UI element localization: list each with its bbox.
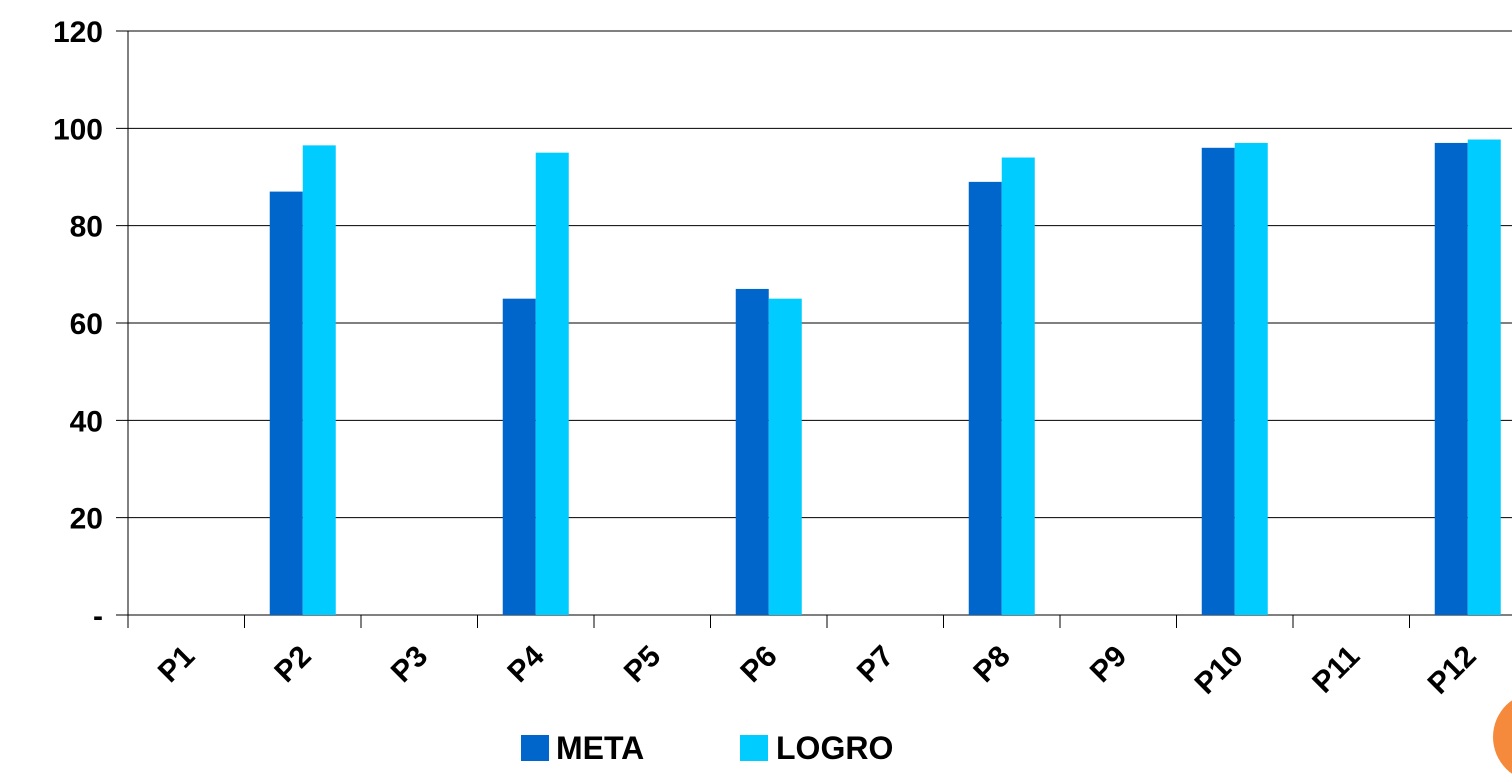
x-tick-label: P1	[152, 640, 201, 689]
bar-meta-p10	[1201, 147, 1235, 616]
bar-logro-p4	[535, 152, 569, 615]
x-tick-label: P5	[618, 640, 667, 689]
bar-meta-p2	[269, 191, 303, 615]
x-tick-label: P7	[851, 640, 900, 689]
x-tick-label: P10	[1189, 640, 1250, 701]
y-tick-label: 100	[53, 113, 103, 146]
legend-label-logro: LOGRO	[776, 730, 893, 763]
bar-meta-p12	[1434, 142, 1468, 615]
legend: META LOGRO	[521, 730, 893, 763]
x-tick-label: P4	[501, 639, 551, 689]
bar-logro-p10	[1234, 142, 1268, 615]
x-tick-label: P12	[1422, 640, 1483, 701]
y-axis-tick-labels: - 20 40 60 80 100 120	[53, 16, 103, 633]
legend-swatch-logro	[740, 735, 768, 761]
bar-logro-p6	[768, 298, 802, 615]
y-tick-label: 20	[70, 503, 103, 536]
bar-meta-p6	[735, 288, 769, 615]
y-tick-label: 120	[53, 16, 103, 49]
x-tick-label: P9	[1084, 640, 1133, 689]
legend-swatch-meta	[521, 735, 549, 761]
x-tick-label: P3	[385, 640, 434, 689]
x-tick-label: P11	[1306, 640, 1366, 700]
bar-logro-p12	[1467, 139, 1501, 615]
bar-meta-p8	[968, 181, 1002, 615]
x-tick-label: P8	[967, 640, 1016, 689]
gridlines	[116, 30, 1512, 616]
bar-logro-p8	[1001, 157, 1035, 616]
x-axis	[127, 31, 1410, 628]
x-tick-label: P2	[268, 640, 317, 689]
bar-meta-p4	[502, 298, 536, 615]
legend-label-meta: META	[556, 730, 644, 763]
bar-chart: - 20 40 60 80 100 120 P1 P2 P3 P4 P5 P6 P7 P8 P9 P10 P11…	[53, 16, 1512, 763]
bar-logro-p2	[302, 145, 336, 615]
y-tick-label: 40	[70, 405, 103, 438]
x-axis-tick-labels: P1 P2 P3 P4 P5 P6 P7 P8 P9 P10 P11 P12	[152, 639, 1483, 700]
y-tick-label: -	[93, 600, 103, 633]
x-tick-label: P6	[734, 640, 783, 689]
y-tick-label: 60	[70, 308, 103, 341]
y-tick-label: 80	[70, 211, 103, 244]
bars	[269, 139, 1501, 616]
